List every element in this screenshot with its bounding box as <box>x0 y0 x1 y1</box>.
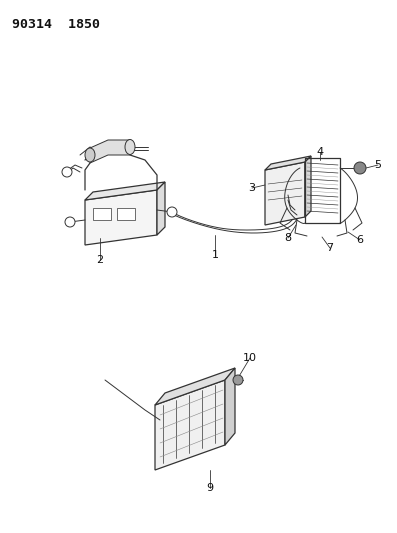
Circle shape <box>354 162 366 174</box>
Text: 3: 3 <box>249 183 256 193</box>
Polygon shape <box>265 156 311 170</box>
Bar <box>93 208 111 220</box>
Ellipse shape <box>125 140 135 155</box>
Polygon shape <box>225 368 235 445</box>
Circle shape <box>167 207 177 217</box>
Text: 6: 6 <box>357 235 364 245</box>
Text: 4: 4 <box>316 147 324 157</box>
Polygon shape <box>85 182 165 200</box>
Circle shape <box>65 217 75 227</box>
Circle shape <box>233 375 243 385</box>
Ellipse shape <box>85 148 95 162</box>
Polygon shape <box>157 182 165 235</box>
Circle shape <box>62 167 72 177</box>
Bar <box>117 208 135 220</box>
Polygon shape <box>265 162 305 225</box>
Text: 10: 10 <box>243 353 257 363</box>
Polygon shape <box>305 156 311 217</box>
Polygon shape <box>155 380 225 470</box>
Polygon shape <box>155 368 235 405</box>
Text: 5: 5 <box>374 160 382 170</box>
Text: 2: 2 <box>96 255 104 265</box>
Polygon shape <box>90 140 130 163</box>
Text: 8: 8 <box>284 233 291 243</box>
Text: 90314  1850: 90314 1850 <box>12 18 100 31</box>
Text: 7: 7 <box>326 243 333 253</box>
Text: 9: 9 <box>206 483 214 493</box>
Polygon shape <box>85 190 157 245</box>
Text: 1: 1 <box>212 250 218 260</box>
